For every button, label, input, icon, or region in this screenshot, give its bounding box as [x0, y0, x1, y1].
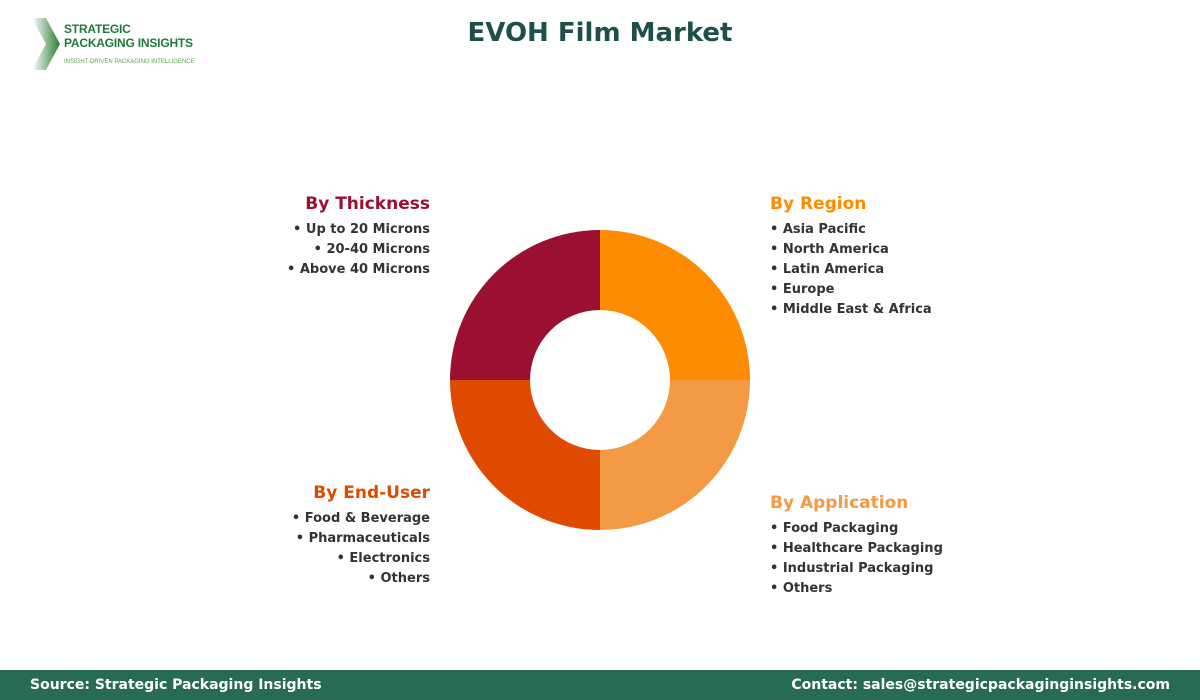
donut-segment-by-application [600, 380, 750, 530]
legend-group-end-user: By End-User • Food & Beverage • Pharmaceut… [292, 483, 430, 589]
logo-text: STRATEGIC PACKAGING INSIGHTS [64, 22, 193, 50]
legend-heading: By Region [770, 194, 867, 214]
chevron-logo-icon [32, 18, 60, 70]
legend-item: • Healthcare Packaging [770, 541, 943, 556]
legend-item: • Food Packaging [770, 521, 899, 536]
legend-item: • 20-40 Microns [313, 242, 430, 257]
legend-item: • Others [770, 581, 833, 596]
legend-group-application: By Application • Food Packaging • Healthca… [770, 493, 943, 599]
legend-item: • Pharmaceuticals [295, 531, 430, 546]
contact-text: Contact: sales@strategicpackaginginsight… [791, 677, 1170, 693]
legend-item: • Industrial Packaging [770, 561, 934, 576]
legend-item: • Electronics [336, 551, 430, 566]
legend-item: • Europe [770, 282, 835, 297]
legend-heading: By End-User [313, 483, 430, 503]
logo-tagline: INSIGHT-DRIVEN PACKAGING INTELLIGENCE [64, 59, 195, 65]
donut-segment-by-end-user [450, 380, 600, 530]
legend-group-thickness: By Thickness • Up to 20 Microns • 20-40 Mi… [287, 194, 430, 280]
chart-title: EVOH Film Market [467, 18, 733, 48]
legend-item: • Asia Pacific [770, 222, 866, 237]
legend-item: • Food & Beverage [291, 511, 430, 526]
legend-item: • Others [367, 571, 430, 586]
legend-item: • Above 40 Microns [286, 262, 430, 277]
legend-item: • Latin America [770, 262, 885, 277]
legend-item: • Up to 20 Microns [293, 222, 430, 237]
logo: STRATEGIC PACKAGING INSIGHTS INSIGHT-DRIV… [32, 18, 202, 73]
legend-heading: By Application [770, 493, 909, 513]
source-text: Source: Strategic Packaging Insights [30, 677, 322, 693]
legend-group-region: By Region • Asia Pacific • North America • … [770, 194, 932, 320]
donut-segment-by-region [600, 230, 750, 380]
donut-segment-by-thickness [450, 230, 600, 380]
legend-item: • North America [770, 242, 889, 257]
legend-item: • Middle East & Africa [770, 302, 932, 317]
footer: Source: Strategic Packaging Insights Con… [0, 670, 1200, 700]
legend-heading: By Thickness [305, 194, 430, 214]
